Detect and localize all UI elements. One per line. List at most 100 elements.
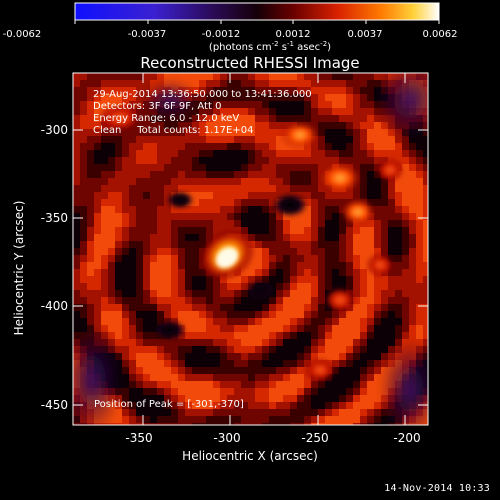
- image-pixel: [339, 339, 346, 346]
- image-pixel: [157, 164, 164, 171]
- image-pixel: [318, 297, 325, 304]
- image-pixel: [227, 192, 234, 199]
- image-pixel: [248, 220, 255, 227]
- image-pixel: [206, 157, 213, 164]
- image-pixel: [213, 73, 220, 80]
- image-pixel: [122, 234, 129, 241]
- image-pixel: [108, 87, 115, 94]
- image-pixel: [192, 199, 199, 206]
- colorbar: [74, 2, 440, 21]
- image-pixel: [171, 269, 178, 276]
- image-pixel: [73, 234, 80, 241]
- image-pixel: [297, 115, 304, 122]
- image-pixel: [157, 269, 164, 276]
- image-pixel: [80, 255, 87, 262]
- image-pixel: [143, 276, 150, 283]
- image-pixel: [388, 269, 395, 276]
- image-pixel: [234, 220, 241, 227]
- image-pixel: [220, 346, 227, 353]
- image-pixel: [290, 290, 297, 297]
- image-pixel: [255, 367, 262, 374]
- image-pixel: [122, 409, 129, 416]
- image-pixel: [255, 297, 262, 304]
- image-pixel: [213, 325, 220, 332]
- image-pixel: [227, 129, 234, 136]
- image-pixel: [360, 73, 367, 80]
- image-pixel: [402, 297, 409, 304]
- image-pixel: [325, 332, 332, 339]
- image-pixel: [129, 402, 136, 409]
- image-pixel: [136, 402, 143, 409]
- image-pixel: [262, 185, 269, 192]
- image-pixel: [199, 185, 206, 192]
- image-pixel: [402, 234, 409, 241]
- image-pixel: [311, 143, 318, 150]
- units-sup: -1: [287, 40, 294, 48]
- image-pixel: [353, 395, 360, 402]
- image-pixel: [416, 234, 423, 241]
- image-pixel: [388, 220, 395, 227]
- image-pixel: [164, 374, 171, 381]
- image-pixel: [150, 269, 157, 276]
- image-pixel: [255, 192, 262, 199]
- image-pixel: [339, 283, 346, 290]
- image-pixel: [318, 206, 325, 213]
- image-pixel: [192, 290, 199, 297]
- image-pixel: [101, 94, 108, 101]
- image-pixel: [248, 199, 255, 206]
- image-pixel: [213, 101, 220, 108]
- image-pixel: [87, 94, 94, 101]
- image-pixel: [388, 213, 395, 220]
- image-pixel: [332, 115, 339, 122]
- image-pixel: [213, 115, 220, 122]
- image-pixel: [213, 122, 220, 129]
- image-pixel: [409, 185, 416, 192]
- image-pixel: [346, 157, 353, 164]
- image-pixel: [73, 157, 80, 164]
- image-pixel: [276, 423, 283, 425]
- image-pixel: [304, 164, 311, 171]
- image-pixel: [87, 241, 94, 248]
- image-pixel: [122, 94, 129, 101]
- image-pixel: [416, 262, 423, 269]
- image-pixel: [136, 227, 143, 234]
- image-pixel: [94, 276, 101, 283]
- image-pixel: [178, 269, 185, 276]
- image-pixel: [248, 423, 255, 425]
- image-pixel: [262, 416, 269, 423]
- image-pixel: [346, 136, 353, 143]
- image-pixel: [332, 318, 339, 325]
- y-axis-label: Heliocentric Y (arcsec): [12, 201, 26, 336]
- image-pixel: [311, 416, 318, 423]
- image-pixel: [332, 199, 339, 206]
- image-pixel: [206, 115, 213, 122]
- image-pixel: [157, 318, 164, 325]
- image-pixel: [262, 150, 269, 157]
- image-pixel: [374, 241, 381, 248]
- image-pixel: [423, 220, 428, 227]
- image-pixel: [227, 80, 234, 87]
- image-pixel: [297, 101, 304, 108]
- image-pixel: [381, 339, 388, 346]
- image-pixel: [360, 381, 367, 388]
- image-pixel: [157, 227, 164, 234]
- image-pixel: [227, 185, 234, 192]
- image-pixel: [199, 178, 206, 185]
- image-pixel: [185, 73, 192, 80]
- image-pixel: [185, 304, 192, 311]
- image-pixel: [367, 227, 374, 234]
- image-pixel: [213, 409, 220, 416]
- image-pixel: [374, 416, 381, 423]
- image-pixel: [108, 129, 115, 136]
- image-pixel: [157, 206, 164, 213]
- image-pixel: [332, 227, 339, 234]
- image-pixel: [206, 220, 213, 227]
- image-pixel: [143, 234, 150, 241]
- image-pixel: [381, 290, 388, 297]
- image-pixel: [409, 255, 416, 262]
- image-pixel: [269, 87, 276, 94]
- image-pixel: [255, 276, 262, 283]
- image-pixel: [164, 206, 171, 213]
- image-pixel: [94, 318, 101, 325]
- image-pixel: [276, 276, 283, 283]
